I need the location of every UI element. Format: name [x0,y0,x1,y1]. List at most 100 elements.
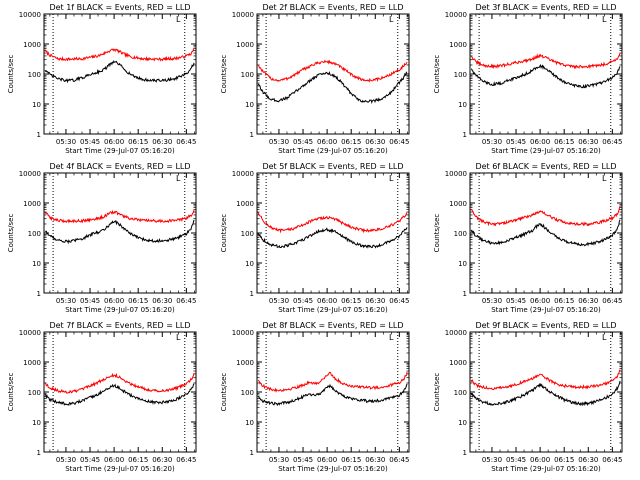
x-tick-label: 05:45 [80,297,100,305]
x-tick-label: 05:30 [482,297,502,305]
corner-mark: L [176,174,181,183]
x-tick-label: 06:45 [176,138,196,146]
x-axis-label: Start Time (29-Jul-07 05:16:20) [278,306,388,314]
x-tick-label: 06:15 [554,297,574,305]
panel-title: Det 9f BLACK = Events, RED = LLD [475,321,616,330]
x-tick-label: 06:00 [317,456,337,464]
x-tick-label: 05:30 [269,297,289,305]
x-tick-label: 06:30 [152,456,172,464]
x-tick-label: 05:30 [269,138,289,146]
series-line-events [471,63,621,89]
corner-mark: L [389,333,394,342]
x-tick-label: 05:30 [56,138,76,146]
panel-title: Det 4f BLACK = Events, RED = LLD [49,162,190,171]
x-tick-label: 06:30 [365,456,385,464]
series-line-events [470,380,621,407]
x-tick-label: 06:15 [554,456,574,464]
x-tick-label: 06:15 [341,138,361,146]
series-line-events [44,383,195,406]
y-tick-label: 1000 [236,41,254,49]
x-axis-label: Start Time (29-Jul-07 05:16:20) [491,465,601,473]
x-tick-label: 06:45 [602,138,622,146]
series-line-lld [45,372,195,394]
y-tick-label: 10 [32,101,41,109]
corner-mark: L [389,174,394,183]
series-line-lld [257,212,408,234]
y-tick-label: 100 [454,230,467,238]
series-line-lld [470,205,621,227]
corner-mark: L [176,333,181,342]
x-tick-label: 06:00 [530,456,550,464]
x-tick-label: 06:15 [341,297,361,305]
series-line-events [257,227,408,249]
x-tick-label: 06:45 [389,297,409,305]
y-tick-label: 10000 [232,170,254,178]
series-line-events [44,219,195,245]
y-tick-label: 10000 [19,329,41,337]
y-tick-label: 100 [241,71,254,79]
x-tick-label: 05:45 [80,456,100,464]
x-tick-label: 06:00 [104,138,124,146]
y-tick-label: 1 [37,131,41,139]
x-axis-label: Start Time (29-Jul-07 05:16:20) [65,465,175,473]
x-tick-label: 06:45 [602,456,622,464]
corner-mark: L [176,15,181,24]
y-tick-label: 100 [28,71,41,79]
y-tick-label: 1000 [23,41,41,49]
y-tick-label: 100 [454,71,467,79]
x-tick-label: 05:30 [482,138,502,146]
x-axis-label: Start Time (29-Jul-07 05:16:20) [65,306,175,314]
y-tick-label: 10000 [232,11,254,19]
y-tick-label: 10 [245,101,254,109]
series-line-lld [44,47,195,62]
x-tick-label: 06:15 [341,456,361,464]
y-tick-label: 1 [250,290,254,298]
y-tick-label: 100 [28,230,41,238]
x-tick-label: 06:00 [317,138,337,146]
x-tick-label: 06:30 [365,297,385,305]
x-tick-label: 06:00 [104,297,124,305]
y-tick-label: 10000 [445,329,467,337]
corner-mark: L [602,333,607,342]
y-tick-label: 100 [241,389,254,397]
detector-panel-3: Det 3f BLACK = Events, RED = LLD L 1 10 100 1… [433,3,623,155]
y-tick-label: 10 [32,419,41,427]
x-tick-label: 05:30 [56,456,76,464]
detector-panel-5: Det 5f BLACK = Events, RED = LLD L 1 10 100 1… [220,162,410,314]
x-axis-label: Start Time (29-Jul-07 05:16:20) [278,465,388,473]
x-tick-label: 06:30 [152,297,172,305]
y-tick-label: 1 [37,290,41,298]
y-axis-label: Counts/sec [7,373,15,412]
y-tick-label: 1 [463,131,467,139]
x-axis-label: Start Time (29-Jul-07 05:16:20) [491,147,601,155]
y-tick-label: 10000 [445,11,467,19]
y-tick-label: 1 [250,131,254,139]
y-tick-label: 1000 [236,200,254,208]
series-line-events [258,383,408,407]
x-tick-label: 06:15 [128,297,148,305]
x-tick-label: 06:45 [389,138,409,146]
y-tick-label: 10 [245,419,254,427]
series-line-events [44,60,195,84]
x-tick-label: 05:45 [293,138,313,146]
y-tick-label: 10 [458,419,467,427]
detector-panel-4: Det 4f BLACK = Events, RED = LLD L 1 10 100 1… [7,162,197,314]
y-tick-label: 10000 [19,11,41,19]
panel-title: Det 8f BLACK = Events, RED = LLD [262,321,403,330]
y-tick-label: 10 [245,260,254,268]
x-tick-label: 05:30 [269,456,289,464]
y-tick-label: 100 [454,389,467,397]
panel-title: Det 1f BLACK = Events, RED = LLD [49,3,190,12]
x-tick-label: 05:45 [506,297,526,305]
y-tick-label: 10 [458,101,467,109]
series-line-lld [257,59,408,83]
y-tick-label: 1 [463,449,467,457]
y-tick-label: 100 [28,389,41,397]
y-tick-label: 1000 [449,41,467,49]
x-tick-label: 05:30 [56,297,76,305]
y-tick-label: 1 [463,290,467,298]
y-axis-label: Counts/sec [433,373,441,412]
x-tick-label: 06:00 [530,138,550,146]
detector-panel-9: Det 9f BLACK = Events, RED = LLD L 1 10 100 1… [433,321,623,473]
